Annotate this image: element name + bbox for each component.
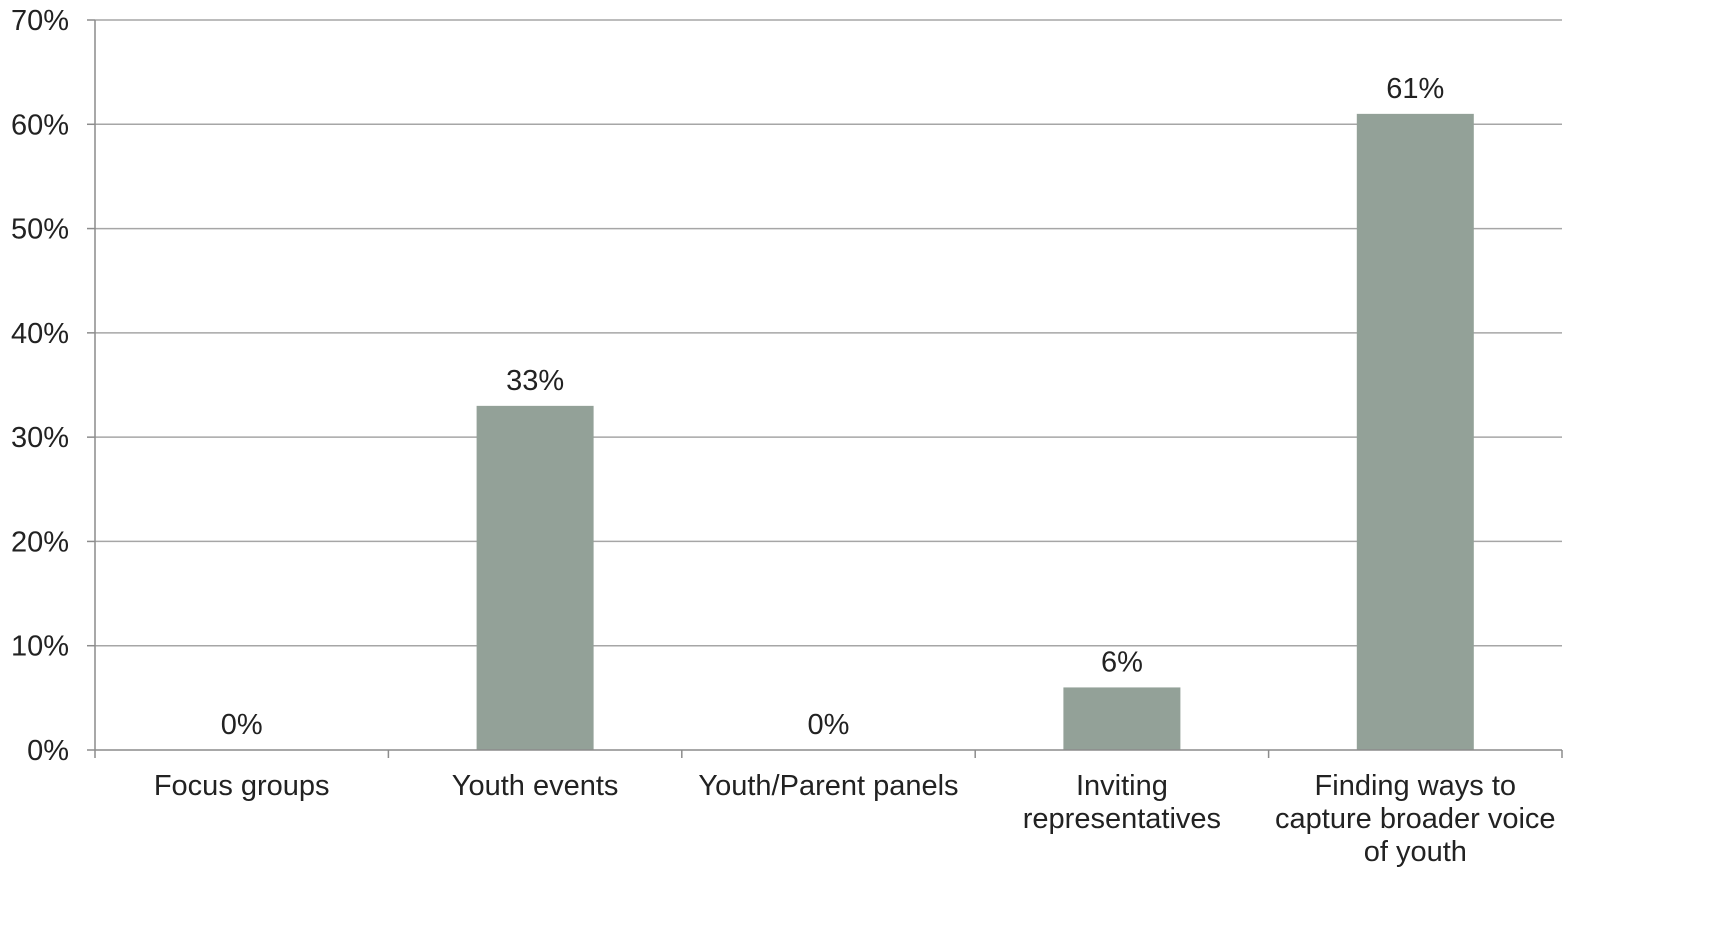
y-tick-label: 50%: [11, 214, 69, 246]
y-tick-label: 20%: [11, 526, 69, 558]
x-category-label: Inviting: [1076, 770, 1168, 802]
data-label: 0%: [221, 709, 263, 741]
bars: [476, 113, 1474, 751]
y-tick-label: 60%: [11, 109, 69, 141]
gridlines: [95, 19, 1562, 647]
bar: [476, 405, 594, 750]
bar: [1356, 113, 1474, 751]
labels: 0% 10% 20% 30% 40% 50% 60% 70% 0% Focus groups 33%…: [11, 5, 1556, 868]
y-tick-label: 40%: [11, 318, 69, 350]
axes: [87, 19, 1563, 758]
data-label: 6%: [1101, 646, 1143, 678]
data-label: 61%: [1386, 73, 1444, 105]
data-label: 0%: [808, 709, 850, 741]
x-category-label: Youth/Parent panels: [698, 770, 958, 802]
x-category-label: of youth: [1364, 836, 1467, 868]
x-category-label: Focus groups: [154, 770, 330, 802]
x-category-label: Youth events: [452, 770, 619, 802]
y-tick-label: 10%: [11, 631, 69, 663]
x-category-label: Finding ways to: [1315, 770, 1517, 802]
x-category-label: representatives: [1023, 803, 1221, 835]
y-tick-label: 0%: [27, 735, 69, 767]
data-label: 33%: [506, 365, 564, 397]
x-category-label: capture broader voice: [1275, 803, 1556, 835]
y-tick-label: 70%: [11, 5, 69, 37]
bar: [1063, 687, 1181, 750]
y-tick-label: 30%: [11, 422, 69, 454]
